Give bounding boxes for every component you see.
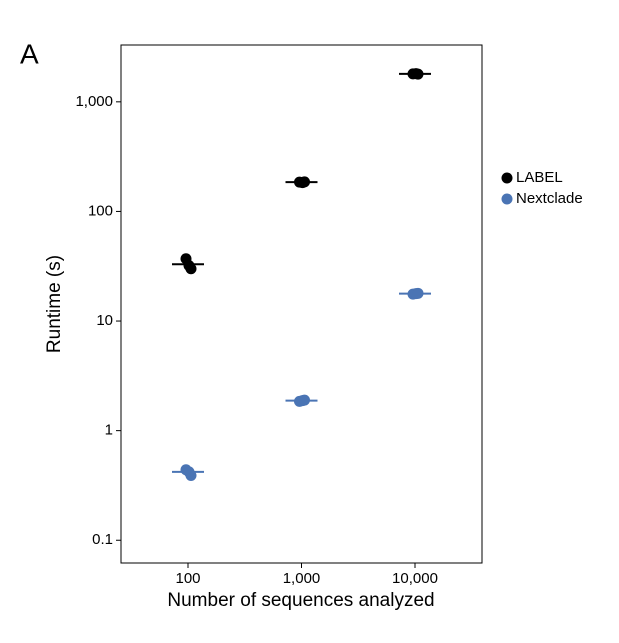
x-tick-label: 1,000	[283, 570, 321, 587]
y-tick-label: 100	[88, 202, 113, 219]
x-axis-label: Number of sequences analyzed	[167, 590, 434, 611]
x-tick-label: 10,000	[392, 570, 438, 587]
data-point	[185, 263, 197, 275]
legend-marker	[501, 193, 513, 205]
legend-label: LABEL	[516, 169, 563, 186]
y-tick-label: 0.1	[92, 531, 113, 548]
y-tick-label: 10	[96, 312, 113, 329]
legend-marker	[501, 172, 513, 184]
y-tick-label: 1,000	[75, 93, 113, 110]
legend-label: Nextclade	[516, 190, 583, 207]
y-tick-label: 1	[105, 422, 113, 439]
y-axis-label: Runtime (s)	[44, 255, 65, 353]
x-tick-label: 100	[175, 570, 200, 587]
plot-frame	[120, 44, 483, 564]
panel-label: A	[20, 38, 39, 69]
